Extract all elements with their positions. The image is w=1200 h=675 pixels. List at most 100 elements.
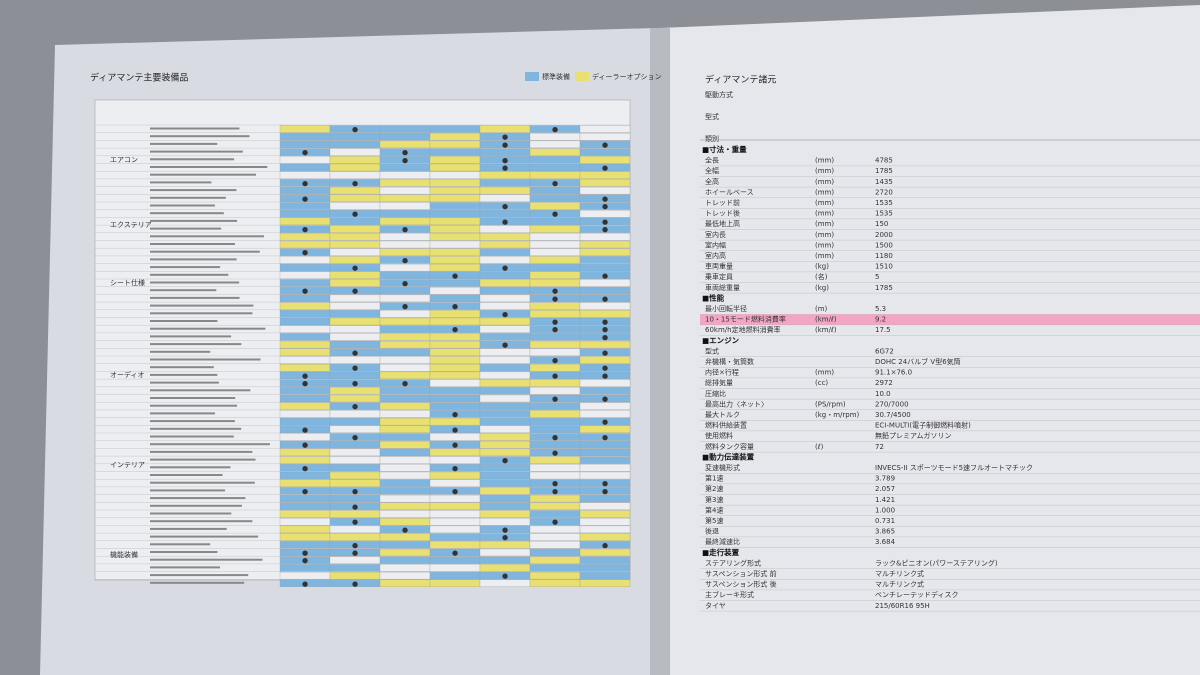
cell [379,179,431,187]
cell [529,471,581,480]
cell [429,579,481,587]
row-unit: (km/ℓ) [815,326,837,334]
row-value: 3.865 [875,528,895,536]
cell [579,433,631,441]
cell [529,171,581,179]
row-value: ラック&ピニオン(パワーステアリング) [875,558,998,567]
header-label: 類別 [705,134,719,143]
row-value: 10.0 [875,390,891,398]
cell [479,441,531,449]
cell [429,256,481,264]
cell [579,240,631,249]
cell-symbol: ● [602,326,608,334]
cell-symbol: ● [302,380,308,388]
row-value: 1785 [875,167,893,175]
cell-symbol: ● [302,487,308,495]
cell-symbol: ● [452,487,458,495]
cell-symbol: ● [352,264,358,272]
cell [379,548,431,557]
cell [529,194,581,202]
cell [279,317,331,326]
cell [479,148,531,156]
cell [329,394,381,403]
row-label: タイヤ [705,601,726,610]
row-label: 10・15モード燃料消費率 [705,315,786,324]
cell-symbol: ● [552,295,558,303]
cell [579,379,631,387]
cell [529,494,581,503]
right-page [660,5,1200,675]
section-heading: ■寸法・重量 [702,144,747,154]
cell [579,225,631,233]
cell [379,510,431,518]
row-label: 室内高 [705,251,726,260]
cell [429,217,481,226]
row-value: 1535 [875,210,893,218]
cell [529,233,581,241]
cell-symbol: ● [552,434,558,442]
legend-label: ディーラーオプション [592,72,662,81]
cell-symbol: ● [352,549,358,557]
cell [279,510,331,518]
cell [479,248,531,256]
cell [529,271,581,279]
row-value: 1500 [875,241,893,249]
cell [579,194,631,202]
row-label-line [150,289,217,292]
cell [279,533,331,541]
row-label-line [150,219,238,222]
row-label-line [150,397,236,399]
cell-symbol: ● [402,526,408,534]
row-unit: (cc) [815,379,828,387]
row-value: DOHC 24バルブ V型6気筒 [875,357,961,366]
cell [579,210,631,218]
cell [529,263,581,272]
row-label-line [150,420,235,423]
row-label: 圧縮比 [705,389,726,398]
row-label: 車両総重量 [705,283,740,292]
cell-symbol: ● [302,149,308,157]
cell [479,425,531,433]
cell [579,387,631,395]
cell [329,456,381,464]
legend-swatch [575,72,589,81]
cell [279,302,331,310]
cell [579,325,631,333]
cell [479,256,531,264]
cell [379,394,431,403]
cell [279,571,331,580]
row-label-line [150,273,229,276]
cell [329,533,381,541]
cell [329,202,381,210]
cell [429,233,481,241]
cell [529,410,581,418]
row-value: 17.5 [875,326,891,334]
row-value: 1435 [875,178,893,186]
cell [529,302,581,310]
cell-symbol: ● [302,195,308,203]
cell [379,579,431,587]
cell [379,471,431,480]
cell [279,479,331,487]
cell [579,171,631,179]
cell [479,171,531,179]
row-value: 270/7000 [875,400,909,408]
cell-symbol: ● [552,518,558,526]
cell-symbol: ● [602,364,608,372]
row-label-line [150,150,243,153]
cell [529,548,581,557]
row-value: INVECS-II スポーツモード5速フルオートマチック [875,464,1033,472]
cell [579,333,631,341]
row-label: トレッド後 [705,209,740,218]
row-label: 変速機形式 [705,463,740,472]
row-label-line [150,543,211,546]
cell [579,556,631,564]
row-value: 2000 [875,231,893,239]
cell-symbol: ● [502,534,508,542]
cell [279,325,331,333]
cell [529,525,581,534]
cell [429,202,481,210]
cell-symbol: ● [352,179,358,187]
cell [379,202,431,210]
cell [329,140,381,149]
